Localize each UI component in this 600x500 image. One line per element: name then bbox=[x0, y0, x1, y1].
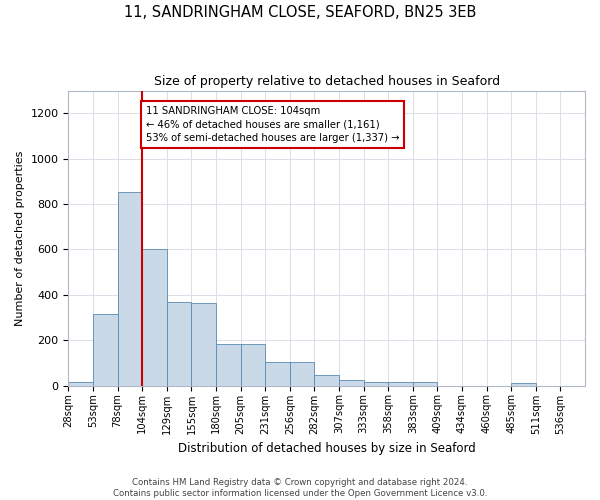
Text: Contains HM Land Registry data © Crown copyright and database right 2024.
Contai: Contains HM Land Registry data © Crown c… bbox=[113, 478, 487, 498]
Bar bbox=[167, 302, 191, 386]
Bar bbox=[216, 344, 241, 386]
X-axis label: Distribution of detached houses by size in Seaford: Distribution of detached houses by size … bbox=[178, 442, 476, 455]
Bar bbox=[118, 192, 142, 386]
Bar bbox=[388, 382, 413, 386]
Title: Size of property relative to detached houses in Seaford: Size of property relative to detached ho… bbox=[154, 75, 500, 88]
Y-axis label: Number of detached properties: Number of detached properties bbox=[15, 150, 25, 326]
Bar bbox=[511, 384, 536, 386]
Bar bbox=[413, 382, 437, 386]
Bar bbox=[364, 382, 388, 386]
Bar bbox=[241, 344, 265, 386]
Text: 11, SANDRINGHAM CLOSE, SEAFORD, BN25 3EB: 11, SANDRINGHAM CLOSE, SEAFORD, BN25 3EB bbox=[124, 5, 476, 20]
Bar bbox=[191, 303, 216, 386]
Bar bbox=[314, 376, 339, 386]
Bar bbox=[290, 362, 314, 386]
Bar bbox=[142, 250, 167, 386]
Bar bbox=[68, 382, 93, 386]
Bar bbox=[265, 362, 290, 386]
Bar bbox=[339, 380, 364, 386]
Bar bbox=[93, 314, 118, 386]
Text: 11 SANDRINGHAM CLOSE: 104sqm
← 46% of detached houses are smaller (1,161)
53% of: 11 SANDRINGHAM CLOSE: 104sqm ← 46% of de… bbox=[146, 106, 400, 143]
